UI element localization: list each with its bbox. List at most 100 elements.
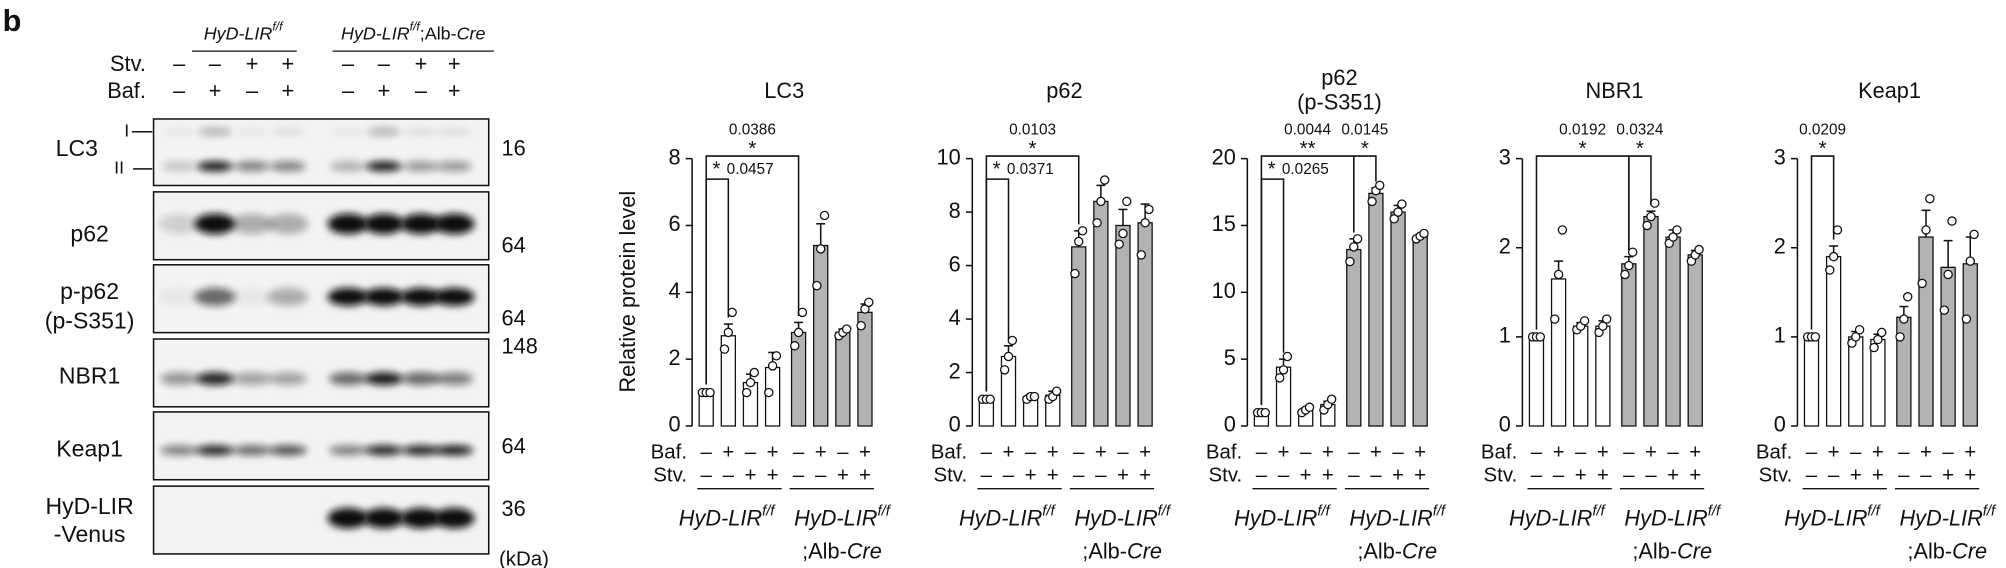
p-value: 0.0386 xyxy=(729,122,776,139)
y-axis-label: Relative protein level xyxy=(615,191,640,393)
condition-sign: + xyxy=(815,440,827,463)
blot-band xyxy=(435,445,474,456)
chart-title: Keap1 xyxy=(1858,78,1921,103)
condition-sign: + xyxy=(744,463,756,486)
data-point xyxy=(1122,196,1132,207)
significance-stars: * xyxy=(993,158,1001,181)
data-point xyxy=(1921,225,1931,235)
data-point xyxy=(1393,207,1403,217)
group-label-part: f/f xyxy=(1867,503,1881,519)
group-label-part: Cre xyxy=(1127,538,1162,563)
data-point xyxy=(1260,407,1270,418)
blot-band xyxy=(159,372,199,386)
group-label: HyD-LIRf/f xyxy=(1899,503,1997,530)
condition-sign: + xyxy=(1964,463,1976,486)
data-point xyxy=(1646,211,1656,222)
significance-stars: * xyxy=(748,137,756,160)
chart-title: p62 xyxy=(1046,78,1082,103)
data-point xyxy=(1828,251,1839,262)
data-point xyxy=(727,307,737,318)
data-point xyxy=(1349,242,1359,252)
y-tick-label: 2 xyxy=(1774,234,1786,259)
blot-band xyxy=(235,127,269,136)
bar xyxy=(835,331,851,427)
blot-band xyxy=(197,161,233,172)
condition-sign: – xyxy=(1623,463,1635,486)
data-point xyxy=(1136,250,1147,260)
data-point xyxy=(1003,351,1014,362)
condition-sign: + xyxy=(767,463,779,486)
blot-band xyxy=(328,372,368,386)
chart-title: NBR1 xyxy=(1586,78,1644,103)
group-label-part: Cre xyxy=(847,538,882,563)
data-point xyxy=(1352,234,1363,244)
significance-bracket xyxy=(1535,155,1630,330)
significance-stars: ** xyxy=(1300,137,1316,160)
y-tick-label: 1 xyxy=(1499,323,1511,348)
group-label-part: ;Alb- xyxy=(1907,538,1952,563)
group-label: HyD-LIRf/f xyxy=(1509,503,1607,530)
group-label-part: Cre xyxy=(457,23,486,43)
condition-sign: + xyxy=(1322,440,1334,463)
blot-band xyxy=(437,127,471,136)
bar xyxy=(1687,254,1703,427)
condition-sign: + xyxy=(1322,463,1334,486)
group-label: HyD-LIRf/f xyxy=(1074,503,1172,530)
condition-sign: – xyxy=(981,440,993,463)
group-label-part: HyD-LIR xyxy=(1349,505,1433,530)
bar xyxy=(1803,336,1820,427)
data-point xyxy=(1274,373,1285,383)
data-point xyxy=(815,244,826,254)
condition-sign: + xyxy=(1597,440,1609,463)
y-tick-label: 6 xyxy=(669,211,681,236)
y-tick-label: 0 xyxy=(1224,412,1236,437)
data-point xyxy=(1099,175,1110,185)
condition-sign: – xyxy=(793,463,805,486)
blot-band xyxy=(231,287,273,306)
blot-band xyxy=(231,213,273,235)
condition-label: Stv. xyxy=(110,51,146,76)
blot-box xyxy=(152,338,490,408)
condition-sign: – xyxy=(1278,463,1290,486)
data-point xyxy=(1961,314,1972,324)
data-point xyxy=(1642,220,1652,231)
condition-sign: + xyxy=(859,463,871,486)
group-label-part: Cre xyxy=(1677,538,1712,563)
data-point xyxy=(1598,321,1608,331)
data-point xyxy=(793,327,804,338)
data-point xyxy=(797,307,808,318)
condition-sign: + xyxy=(1278,440,1290,463)
group-label: HyD-LIRf/f xyxy=(959,503,1057,530)
data-point xyxy=(1051,386,1062,396)
significance-stars: * xyxy=(1636,137,1644,160)
condition-label: Baf. xyxy=(1756,440,1792,463)
y-tick-label: 2 xyxy=(1499,234,1511,259)
significance-bracket xyxy=(1260,155,1355,405)
group-label-part: HyD-LIR xyxy=(1899,505,1983,530)
group-label-part: HyD-LIR xyxy=(204,23,273,43)
y-tick-label: 1 xyxy=(1774,323,1786,348)
y-tick-label: 20 xyxy=(1212,144,1236,169)
condition-sign: + xyxy=(1828,440,1840,463)
data-point xyxy=(1694,244,1704,255)
data-point xyxy=(1144,204,1154,215)
group-label-part: HyD-LIR xyxy=(1624,505,1708,530)
data-point xyxy=(1902,292,1913,302)
bar xyxy=(1962,263,1978,427)
blot-band xyxy=(436,161,473,172)
bar xyxy=(1643,215,1659,427)
group-label-part: HyD-LIR xyxy=(1074,505,1158,530)
kda-label: 64 xyxy=(502,433,526,458)
condition-label: Baf. xyxy=(651,440,687,463)
significance-bracket xyxy=(1353,155,1377,233)
bar xyxy=(1093,200,1109,427)
blot-band xyxy=(158,213,200,235)
blot-band xyxy=(327,287,369,306)
condition-sign: – xyxy=(1073,440,1085,463)
condition-sign: – xyxy=(1348,463,1360,486)
blot-band xyxy=(234,161,270,172)
group-label: HyD-LIRf/f;Alb-Cre xyxy=(341,20,485,44)
blot-band xyxy=(435,372,474,386)
data-point xyxy=(1873,334,1883,345)
bar xyxy=(1665,236,1681,427)
